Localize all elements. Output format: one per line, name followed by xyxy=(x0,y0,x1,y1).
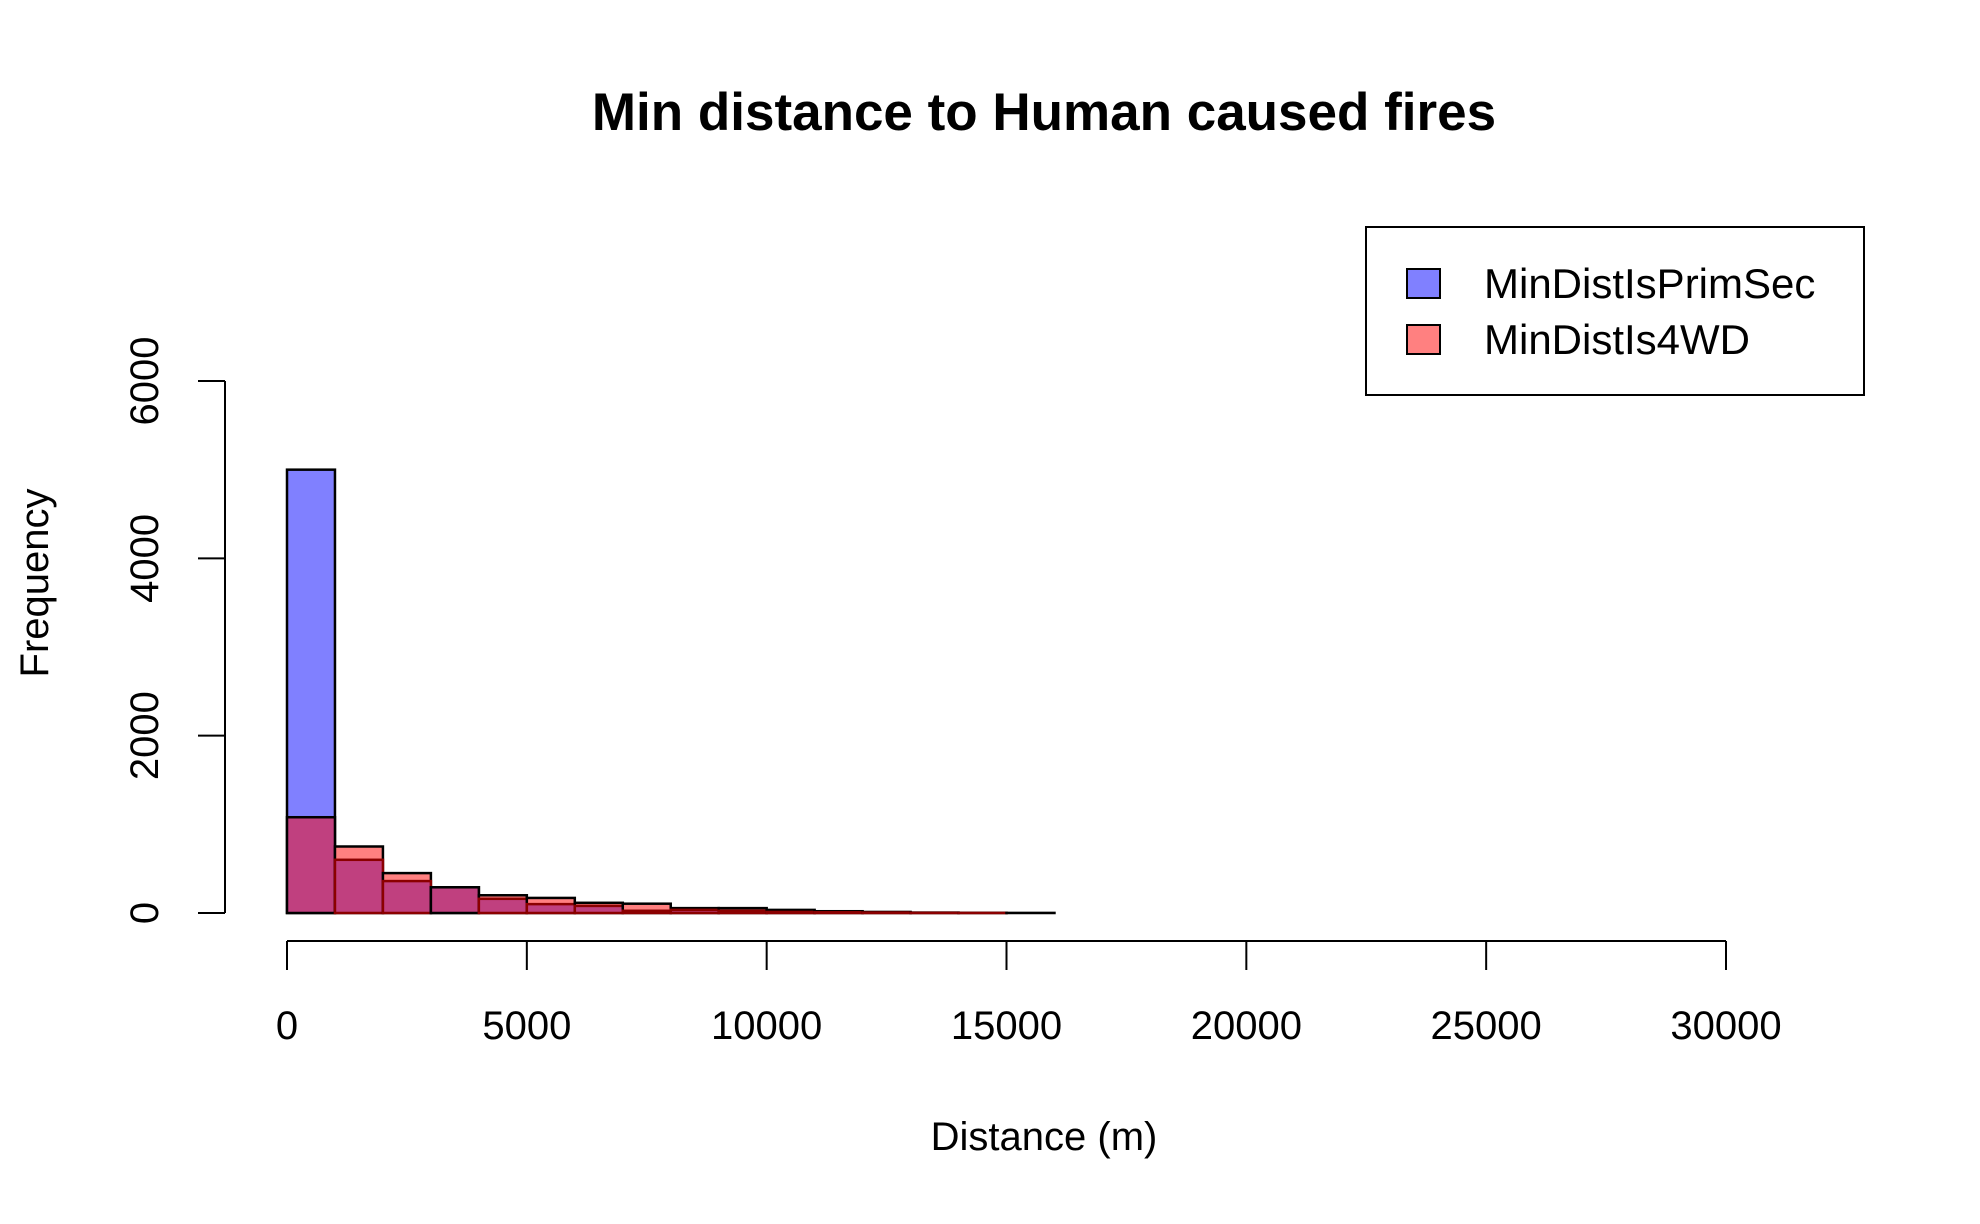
x-tick-label: 10000 xyxy=(711,1004,822,1048)
x-tick-label: 20000 xyxy=(1191,1004,1302,1048)
bar-overlap xyxy=(573,904,625,915)
y-axis: 0 2000 4000 6000 xyxy=(123,337,226,924)
y-tick-label: 0 xyxy=(123,902,167,924)
legend-label-4wd: MinDistIs4WD xyxy=(1484,316,1750,363)
bar-overlap xyxy=(333,858,385,915)
y-tick-label: 4000 xyxy=(123,514,167,603)
bar-overlap xyxy=(813,911,864,915)
bar-overlap xyxy=(477,897,529,915)
x-tick-label: 30000 xyxy=(1670,1004,1781,1048)
y-tick-label: 6000 xyxy=(123,337,167,426)
bar-overlap xyxy=(765,910,816,915)
legend-box xyxy=(1365,226,1865,396)
bar-overlap xyxy=(525,902,577,915)
legend-swatch-4wd xyxy=(1406,324,1441,355)
x-tick-label: 15000 xyxy=(951,1004,1062,1048)
chart-title: Min distance to Human caused fires xyxy=(592,83,1496,142)
x-axis-label: Distance (m) xyxy=(931,1115,1158,1159)
y-tick-label: 2000 xyxy=(123,691,167,780)
bar-overlap xyxy=(285,815,337,915)
legend: MinDistIsPrimSec MinDistIs4WD xyxy=(1365,226,1865,396)
y-axis-label: Frequency xyxy=(13,489,57,678)
bar-overlap xyxy=(381,879,433,915)
bar-overlap xyxy=(429,886,481,915)
legend-swatch-primsec xyxy=(1406,268,1441,299)
x-axis: 0 5000 10000 15000 20000 25000 30000 xyxy=(276,940,1782,1048)
x-tick-label: 0 xyxy=(276,1004,298,1048)
bar-overlap xyxy=(621,909,672,915)
x-tick-label: 25000 xyxy=(1431,1004,1542,1048)
bars-group xyxy=(285,468,1056,915)
legend-label-primsec: MinDistIsPrimSec xyxy=(1484,260,1815,307)
bar-overlap xyxy=(669,908,720,915)
x-tick-label: 5000 xyxy=(482,1004,571,1048)
bar-overlap xyxy=(717,909,768,915)
